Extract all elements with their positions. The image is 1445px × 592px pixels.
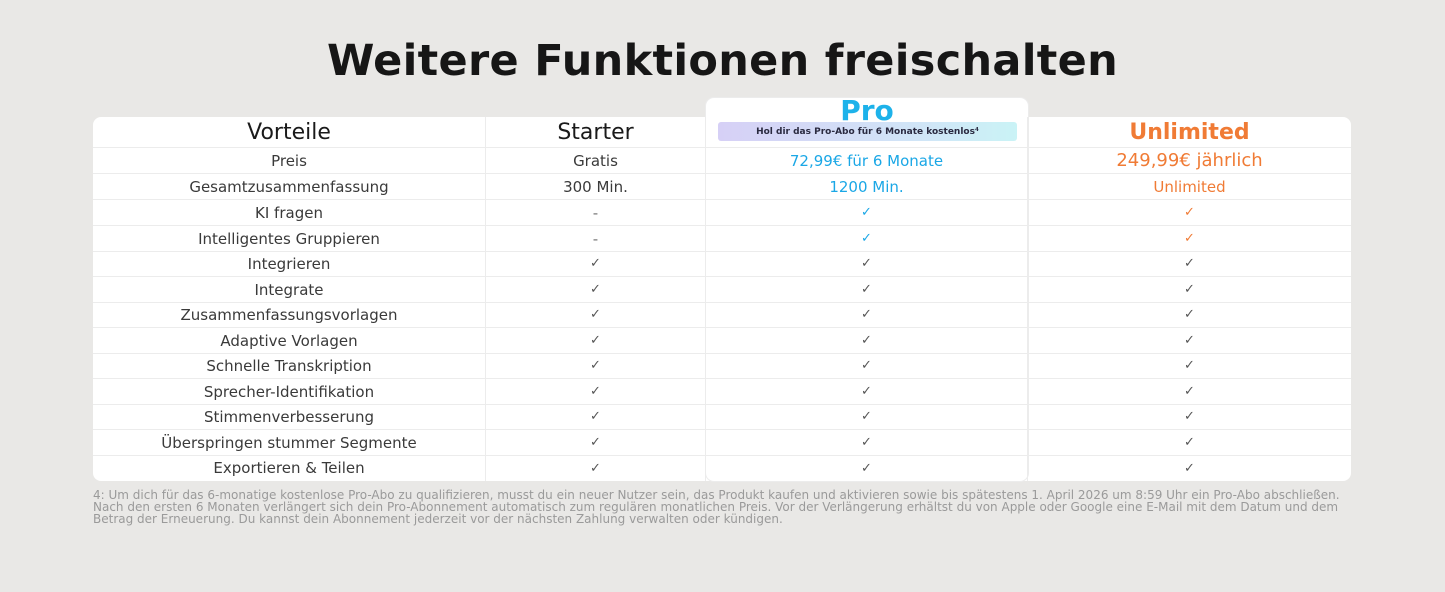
- table-header-row: Vorteile Starter Unlimited: [93, 117, 1351, 148]
- pro-check-icon: ✓: [706, 404, 1028, 429]
- unlimited-check-icon: ✓: [1184, 358, 1195, 373]
- table-row: Schnelle Transkription ✓ ✓ ✓: [93, 353, 1351, 379]
- feature-label: Stimmenverbesserung: [93, 404, 486, 429]
- starter-check-icon: ✓: [486, 353, 706, 378]
- footnote: 4: Um dich für das 6-monatige kostenlose…: [93, 488, 1340, 526]
- pro-header-cell: [706, 117, 1028, 147]
- table-row: Preis Gratis 72,99€ für 6 Monate 249,99€…: [93, 148, 1351, 174]
- pro-check-icon: ✓: [706, 226, 1028, 251]
- starter-check-icon: ✓: [486, 328, 706, 353]
- table-row: Überspringen stummer Segmente ✓ ✓ ✓: [93, 430, 1351, 456]
- starter-value: 300 Min.: [486, 174, 706, 199]
- feature-label: Überspringen stummer Segmente: [93, 430, 486, 455]
- table-row: KI fragen - ✓ ✓: [93, 200, 1351, 226]
- table-row: Intelligentes Gruppieren - ✓ ✓: [93, 226, 1351, 252]
- unlimited-check-icon: ✓: [1184, 256, 1195, 271]
- pro-check-icon: ✓: [706, 430, 1028, 455]
- table-row: Adaptive Vorlagen ✓ ✓ ✓: [93, 328, 1351, 354]
- pro-promo-banner: Hol dir das Pro-Abo für 6 Monate kostenl…: [718, 122, 1017, 141]
- pro-plan-title: Pro: [840, 94, 894, 127]
- feature-label: Sprecher-Identifikation: [93, 379, 486, 404]
- feature-label: Adaptive Vorlagen: [93, 328, 486, 353]
- table-row: Zusammenfassungsvorlagen ✓ ✓ ✓: [93, 302, 1351, 328]
- pro-value: 1200 Min.: [706, 174, 1028, 199]
- pro-check-icon: ✓: [706, 353, 1028, 378]
- unlimited-check-icon: ✓: [1184, 333, 1195, 348]
- table-row: Exportieren & Teilen ✓ ✓ ✓: [93, 455, 1351, 481]
- feature-label: Schnelle Transkription: [93, 353, 486, 378]
- unlimited-value: 249,99€ jährlich: [1116, 150, 1263, 171]
- feature-label: Integrieren: [93, 251, 486, 276]
- unlimited-check-icon: ✓: [1184, 409, 1195, 424]
- pro-value: 72,99€ für 6 Monate: [706, 148, 1028, 173]
- starter-dash: -: [486, 200, 706, 225]
- table-row: Integrate ✓ ✓ ✓: [93, 277, 1351, 303]
- pro-check-icon: ✓: [706, 455, 1028, 481]
- pro-check-icon: ✓: [706, 251, 1028, 276]
- table-row: Stimmenverbesserung ✓ ✓ ✓: [93, 404, 1351, 430]
- pro-column-highlight: [706, 98, 1028, 481]
- unlimited-check-icon: ✓: [1184, 231, 1195, 246]
- starter-check-icon: ✓: [486, 455, 706, 481]
- unlimited-check-icon: ✓: [1184, 205, 1195, 220]
- pro-check-icon: ✓: [706, 277, 1028, 302]
- pro-check-icon: ✓: [706, 302, 1028, 327]
- unlimited-check-icon: ✓: [1184, 282, 1195, 297]
- unlimited-check-icon: ✓: [1184, 460, 1195, 476]
- starter-value: Gratis: [486, 148, 706, 173]
- unlimited-check-icon: ✓: [1184, 307, 1195, 322]
- pro-check-icon: ✓: [706, 379, 1028, 404]
- feature-label: KI fragen: [93, 200, 486, 225]
- starter-check-icon: ✓: [486, 302, 706, 327]
- unlimited-value: Unlimited: [1153, 177, 1226, 196]
- starter-check-icon: ✓: [486, 379, 706, 404]
- feature-label: Zusammenfassungsvorlagen: [93, 302, 486, 327]
- starter-check-icon: ✓: [486, 404, 706, 429]
- starter-check-icon: ✓: [486, 430, 706, 455]
- feature-label: Intelligentes Gruppieren: [93, 226, 486, 251]
- feature-label: Integrate: [93, 277, 486, 302]
- feature-label: Gesamtzusammenfassung: [93, 174, 486, 199]
- page-title: Weitere Funktionen freischalten: [326, 36, 1118, 86]
- table-row: Sprecher-Identifikation ✓ ✓ ✓: [93, 379, 1351, 405]
- benefits-header: Vorteile: [93, 117, 486, 147]
- table-row: Integrieren ✓ ✓ ✓: [93, 251, 1351, 277]
- starter-header: Starter: [486, 117, 706, 147]
- feature-label: Preis: [93, 148, 486, 173]
- starter-dash: -: [486, 226, 706, 251]
- unlimited-header: Unlimited: [1129, 119, 1250, 145]
- unlimited-check-icon: ✓: [1184, 435, 1195, 450]
- starter-check-icon: ✓: [486, 277, 706, 302]
- table-row: Gesamtzusammenfassung 300 Min. 1200 Min.…: [93, 174, 1351, 200]
- starter-check-icon: ✓: [486, 251, 706, 276]
- pro-check-icon: ✓: [706, 328, 1028, 353]
- pro-check-icon: ✓: [706, 200, 1028, 225]
- unlimited-check-icon: ✓: [1184, 384, 1195, 399]
- feature-label: Exportieren & Teilen: [93, 455, 486, 481]
